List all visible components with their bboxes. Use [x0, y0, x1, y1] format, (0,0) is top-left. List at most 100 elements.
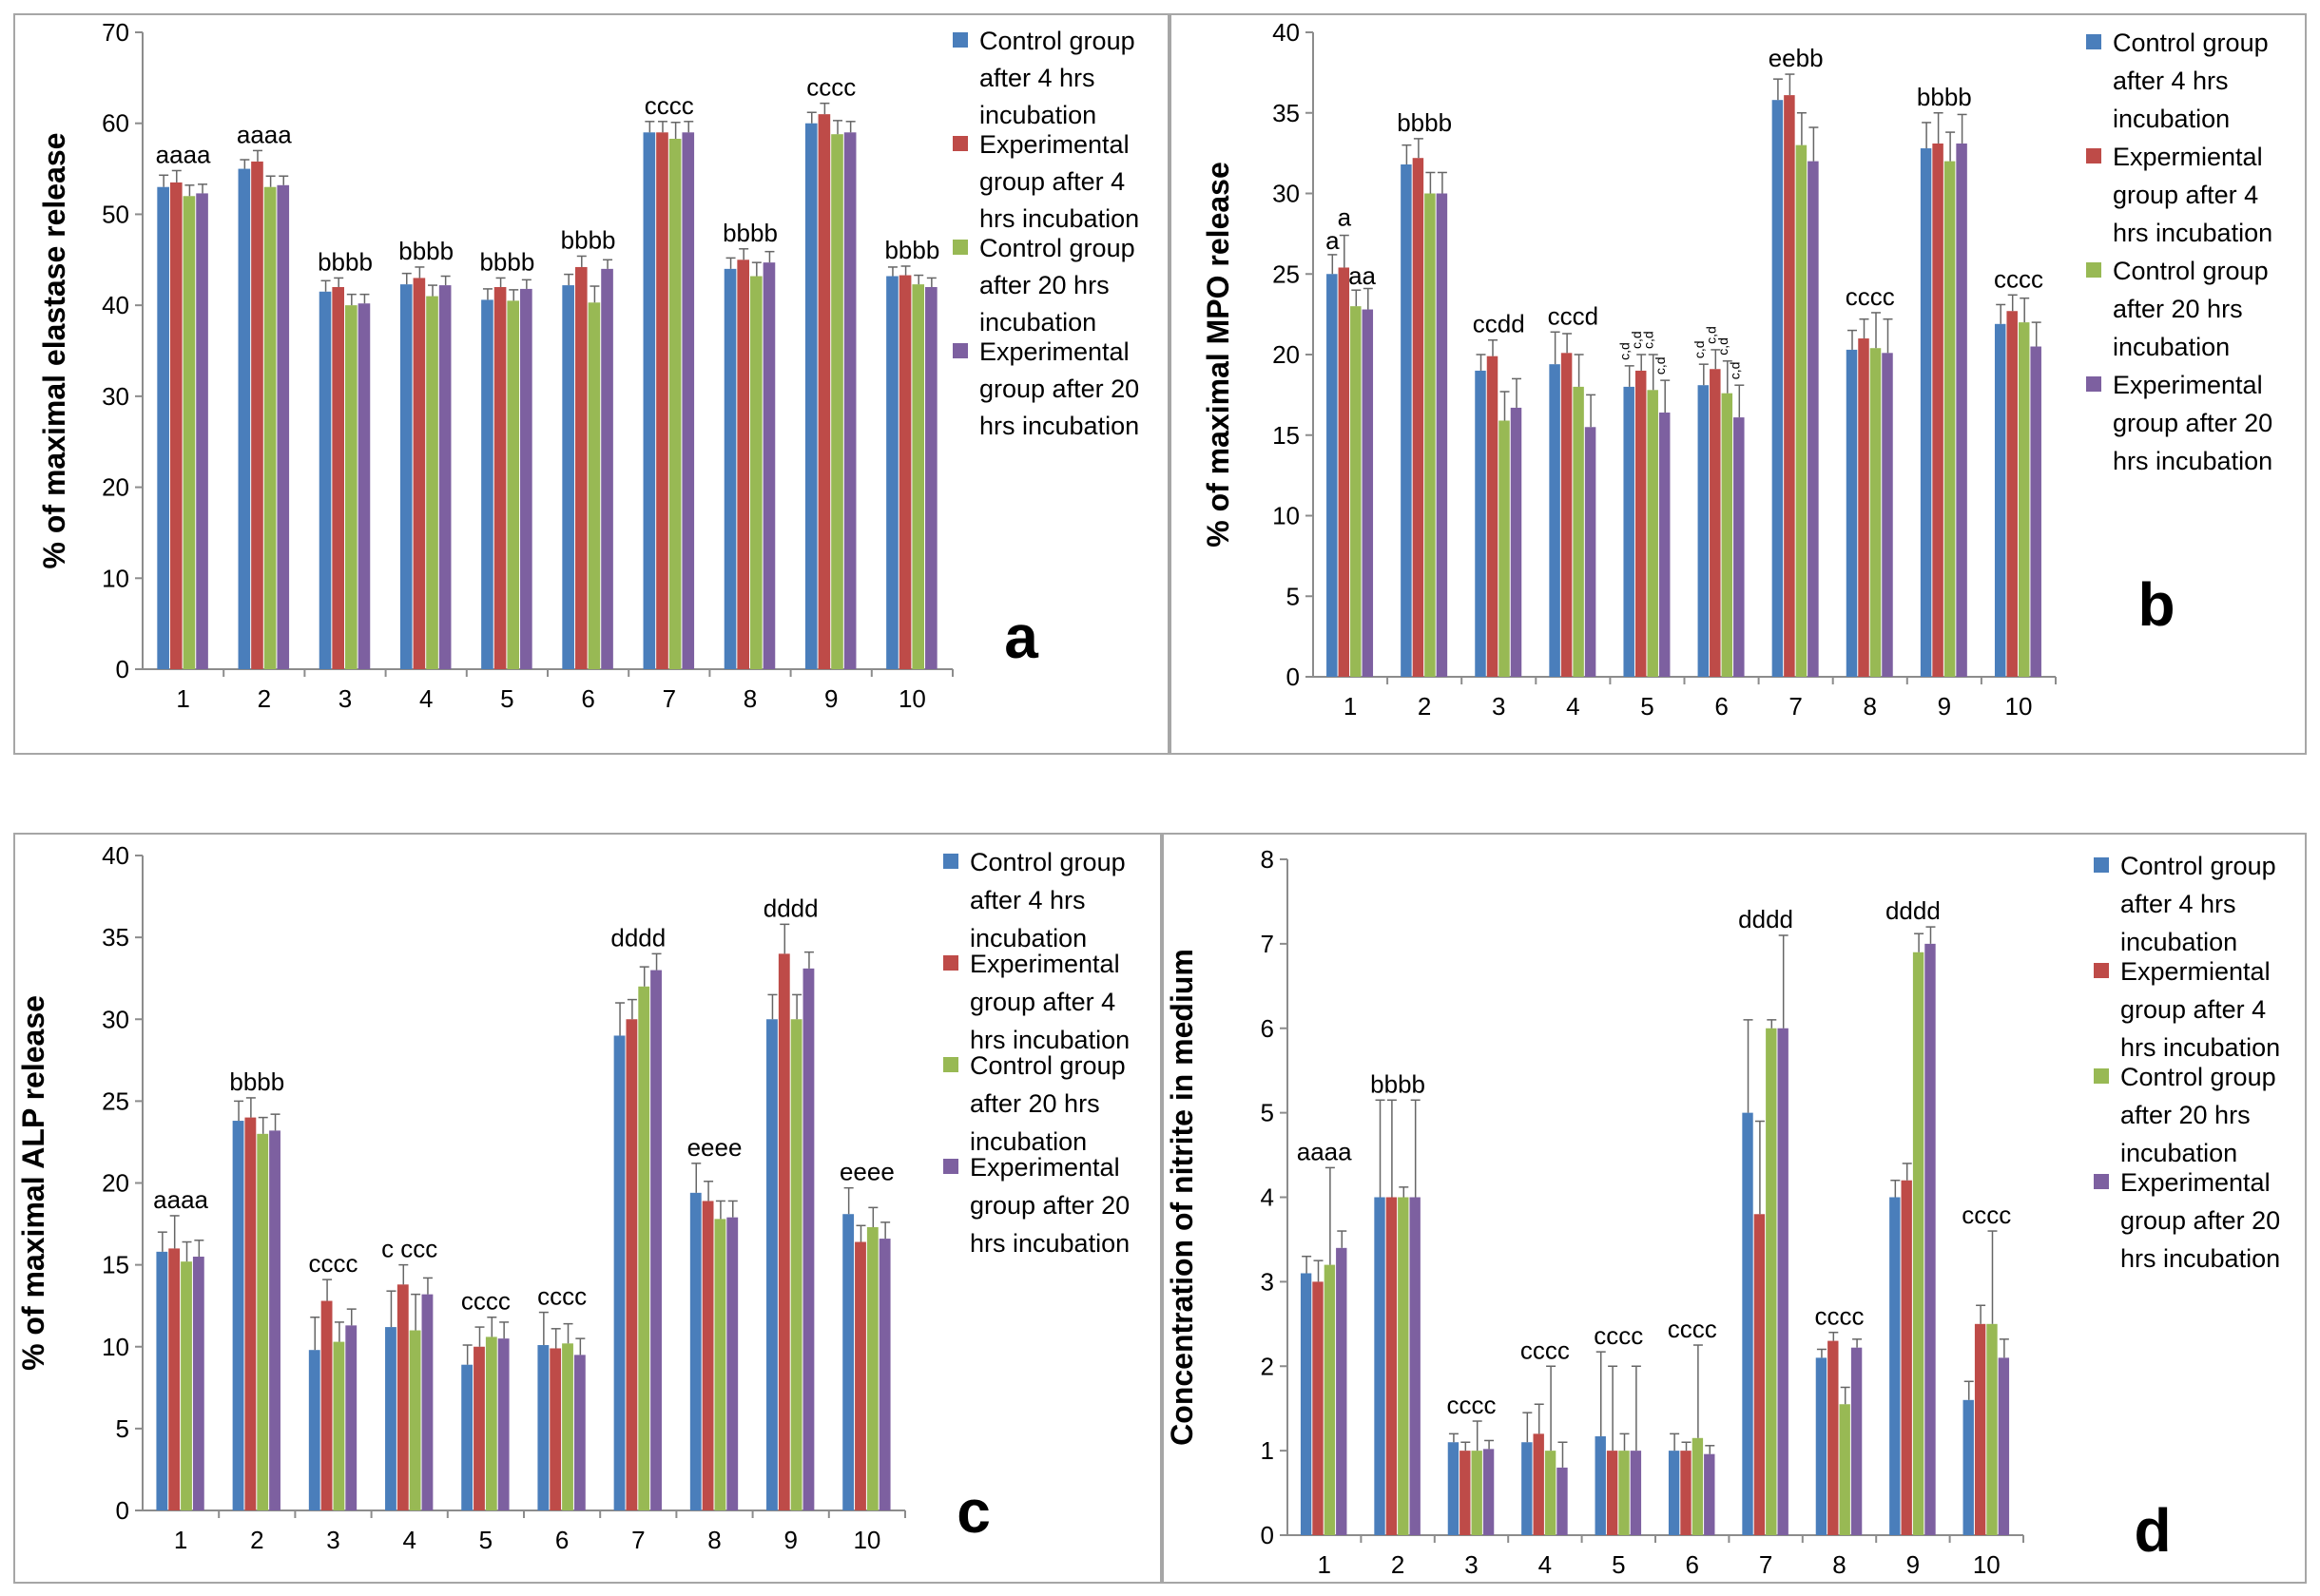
- bar: [1932, 143, 1943, 677]
- bar: [1486, 356, 1498, 677]
- legend-entry: Control group after 4 hrs incubation: [979, 27, 1135, 129]
- legend-entry: Expermiental group after 4 hrs incubation: [2113, 143, 2272, 247]
- panel-letter: d: [2134, 1496, 2171, 1565]
- bar: [1882, 353, 1893, 677]
- x-tick-label: 6: [1714, 692, 1728, 721]
- bar-annotation: cccc: [1668, 1315, 1717, 1343]
- bar: [1889, 1197, 1901, 1535]
- bar: [1998, 1357, 2010, 1535]
- bar-annotation: bbbb: [723, 219, 778, 247]
- bar: [485, 1336, 497, 1510]
- x-tick-label: 8: [1832, 1550, 1846, 1579]
- bar: [1584, 427, 1596, 677]
- x-tick-label: 10: [1973, 1550, 2001, 1579]
- bar-annotation: bbbb: [561, 225, 616, 254]
- bar-annotation: cccc: [537, 1282, 587, 1311]
- x-tick-label: 8: [1864, 692, 1877, 721]
- x-tick-label: 7: [1788, 692, 1802, 721]
- bar-annotation: dddd: [1885, 896, 1941, 925]
- bar: [520, 288, 532, 669]
- legend-entry: Experimental group after 4 hrs incubation: [979, 130, 1139, 233]
- y-tick-label: 4: [1261, 1183, 1274, 1212]
- x-tick-label: 10: [899, 684, 926, 713]
- bar: [1784, 95, 1795, 678]
- bar: [332, 287, 344, 669]
- legend-swatch: [2086, 148, 2101, 163]
- y-axis-label: % of maximal MPO release: [1201, 162, 1235, 548]
- bar: [426, 296, 438, 669]
- bar-annotation: aaaa: [1297, 1137, 1352, 1165]
- y-tick-label: 25: [102, 1086, 129, 1115]
- y-axis-label: % of maximal elastase release: [37, 133, 71, 569]
- bar-annotation: aaaa: [237, 120, 292, 148]
- bar: [493, 287, 507, 669]
- bar: [1447, 1442, 1460, 1535]
- bar: [1398, 1197, 1409, 1535]
- bar: [613, 1035, 626, 1510]
- bar: [238, 168, 251, 670]
- bar: [1858, 338, 1869, 677]
- legend-entry: Control group after 20 hrs incubation: [970, 1051, 1126, 1156]
- bar: [1409, 1197, 1421, 1535]
- bar-annotation: cccd: [1548, 301, 1598, 330]
- bar: [1839, 1404, 1850, 1535]
- bar-annotation: cccc: [1815, 1302, 1865, 1331]
- bar-annotation: aaaa: [153, 1185, 208, 1214]
- bar-annotation: cccc: [1962, 1201, 2011, 1229]
- panel-letter: a: [1004, 603, 1038, 671]
- bar-annotation: a: [1325, 226, 1340, 255]
- bar: [724, 268, 737, 669]
- bar: [474, 1346, 485, 1510]
- bar: [1606, 1451, 1618, 1535]
- x-tick-label: 6: [555, 1526, 569, 1554]
- bar: [1385, 1197, 1398, 1535]
- panel-letter: b: [2137, 570, 2175, 639]
- bar: [157, 186, 169, 669]
- x-tick-label: 5: [479, 1526, 493, 1554]
- legend-entry: Control group after 20 hrs incubation: [979, 234, 1135, 337]
- y-tick-label: 40: [102, 291, 129, 319]
- y-tick-label: 60: [102, 109, 129, 138]
- legend-entry: Experimental group after 20 hrs incubation: [2120, 1168, 2280, 1273]
- small-annotation: c,d: [1692, 340, 1707, 358]
- y-tick-label: 10: [102, 1333, 129, 1361]
- bar: [899, 275, 912, 669]
- y-tick-label: 20: [1272, 340, 1300, 369]
- bar: [183, 196, 196, 670]
- bar-annotation: bbbb: [1397, 108, 1452, 137]
- legend-entry: Experimental group after 4 hrs incubation: [970, 950, 1130, 1054]
- bar-annotation: bbbb: [1917, 83, 1972, 111]
- bar: [925, 287, 938, 669]
- x-tick-label: 10: [2004, 692, 2032, 721]
- bar: [1634, 370, 1647, 677]
- bar: [385, 1327, 396, 1510]
- bar: [1618, 1451, 1630, 1535]
- bar-annotation: cccc: [645, 91, 694, 120]
- bar: [1658, 413, 1671, 677]
- bar: [1573, 386, 1584, 677]
- x-tick-label: 5: [500, 684, 513, 713]
- bar: [1362, 309, 1374, 677]
- y-tick-label: 20: [102, 473, 129, 502]
- bar: [1742, 1112, 1753, 1535]
- bar: [750, 276, 763, 669]
- bar: [855, 1241, 866, 1510]
- y-tick-label: 20: [102, 1169, 129, 1198]
- x-tick-label: 2: [258, 684, 271, 713]
- bar: [244, 1117, 257, 1510]
- panel-a: 0 10 20 30 40 50 60 70 % of maximal elastase rel…: [13, 13, 1170, 755]
- bar: [1680, 1451, 1692, 1535]
- bar: [257, 1133, 269, 1510]
- bar: [1338, 267, 1350, 677]
- bar-annotation: dddd: [764, 894, 819, 922]
- bar: [169, 182, 183, 669]
- y-tick-label: 25: [1272, 260, 1300, 288]
- x-tick-label: 1: [174, 1526, 187, 1554]
- bar-annotation: cccc: [1846, 282, 1895, 311]
- y-tick-label: 3: [1261, 1267, 1274, 1296]
- bar: [1436, 193, 1448, 677]
- bar: [438, 285, 452, 669]
- legend-swatch: [943, 955, 958, 971]
- bar-annotation: bbbb: [1370, 1069, 1425, 1098]
- bar: [461, 1364, 474, 1510]
